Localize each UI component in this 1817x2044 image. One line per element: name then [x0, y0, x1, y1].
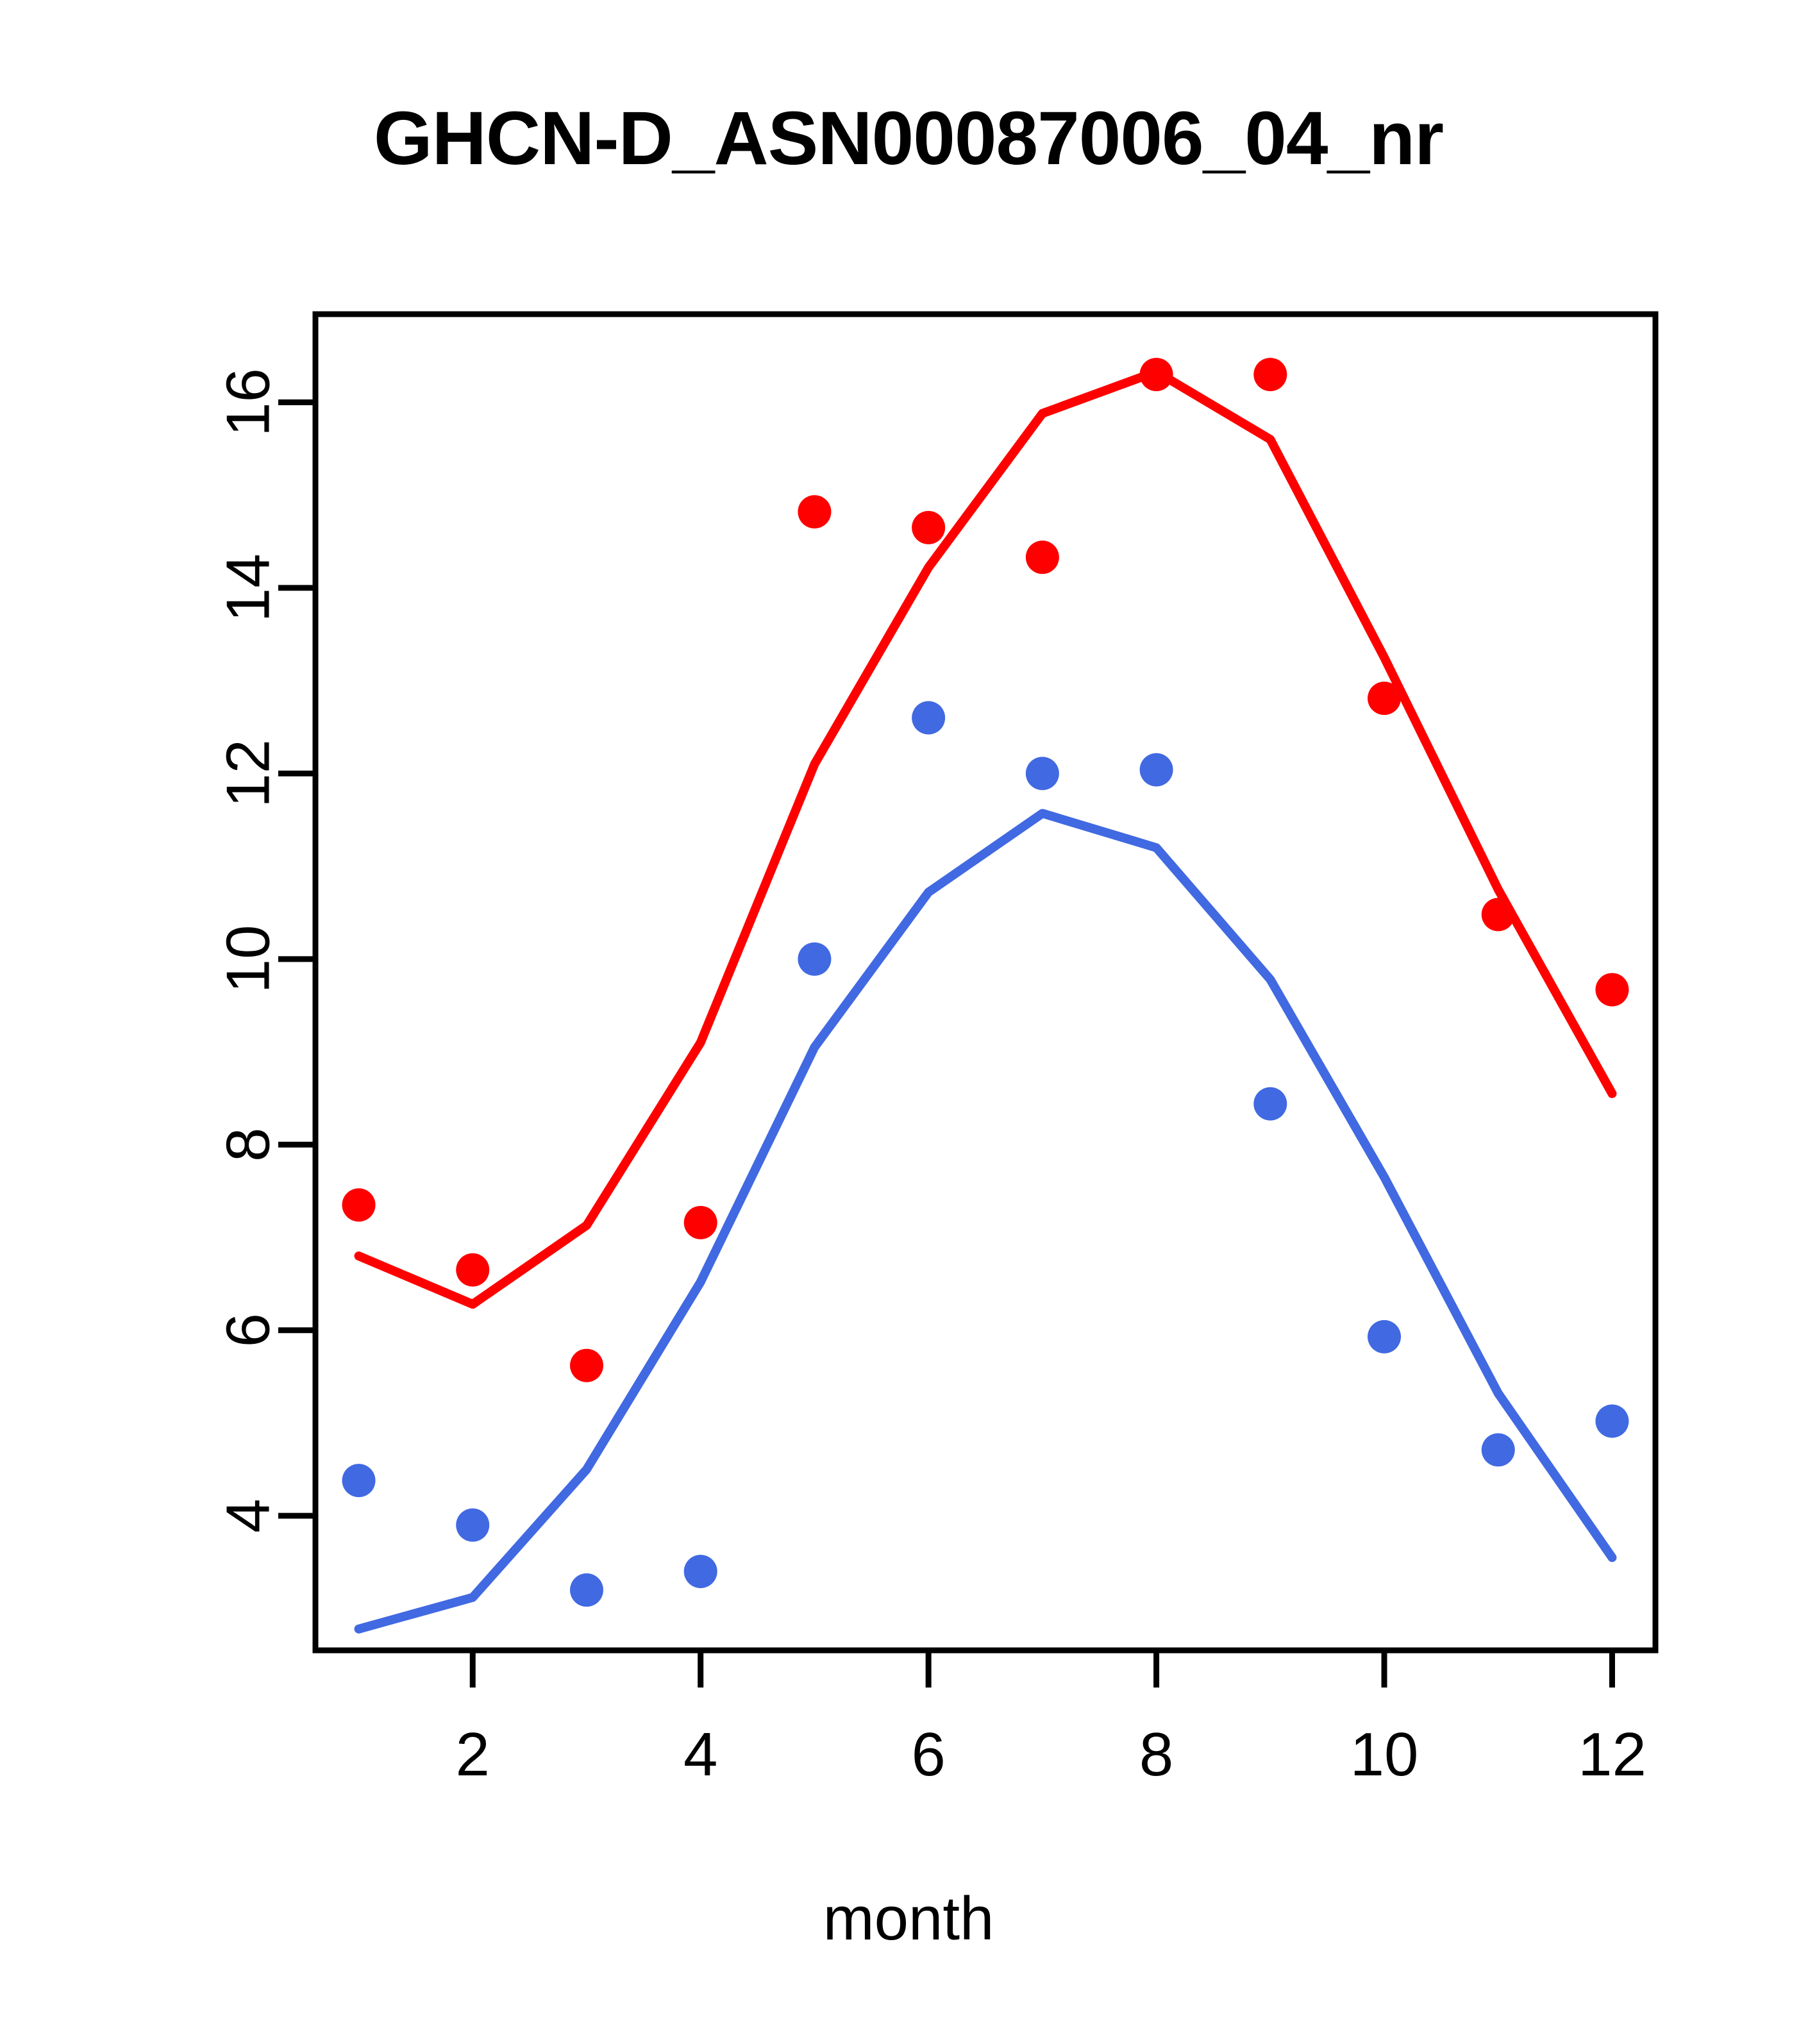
y-tick-label: 4 — [214, 1498, 283, 1532]
data-point — [569, 1348, 603, 1382]
x-tick-group: 2 4 6 8 10 12 — [456, 1650, 1646, 1789]
data-point — [342, 1464, 376, 1498]
data-point — [456, 1508, 490, 1542]
data-point — [1481, 1433, 1515, 1467]
y-tick-label: 12 — [214, 739, 283, 808]
data-point — [798, 495, 832, 529]
plot-frame — [312, 311, 1659, 1654]
data-point — [1025, 757, 1059, 791]
x-tick-label: 8 — [1139, 1720, 1173, 1789]
x-axis-title: month — [823, 1884, 994, 1953]
data-point — [683, 1205, 717, 1239]
data-point — [1595, 973, 1629, 1007]
data-point — [798, 942, 832, 976]
series-points-red-points — [342, 358, 1629, 1382]
x-tick-label: 6 — [911, 1720, 945, 1789]
y-tick-label: 16 — [214, 368, 283, 437]
data-point — [1025, 540, 1059, 574]
data-point — [1139, 753, 1173, 787]
data-point — [569, 1573, 603, 1607]
x-tick-label: 4 — [683, 1720, 717, 1789]
data-point — [1139, 358, 1173, 392]
y-tick-label: 10 — [214, 925, 283, 993]
data-point — [683, 1554, 717, 1588]
data-point — [912, 701, 946, 735]
data-point — [1253, 1087, 1287, 1121]
data-point — [912, 510, 946, 544]
data-point — [1368, 682, 1402, 716]
series-line-blue-line — [354, 808, 1617, 1634]
data-point — [456, 1253, 490, 1287]
data-point — [342, 1188, 376, 1222]
axis-box-group — [312, 311, 1659, 1654]
x-tick-label: 2 — [456, 1720, 490, 1789]
y-tick-label: 8 — [214, 1128, 283, 1162]
y-tick-group: 4 6 8 10 12 14 16 — [214, 368, 315, 1533]
data-point — [1481, 898, 1515, 932]
series-points-blue-points — [342, 701, 1629, 1607]
series-group — [342, 358, 1629, 1634]
data-point — [1595, 1404, 1629, 1438]
y-tick-label: 6 — [214, 1313, 283, 1347]
x-tick-label: 10 — [1350, 1720, 1419, 1789]
x-tick-label: 12 — [1578, 1720, 1646, 1789]
data-point — [1253, 358, 1287, 392]
series-line-red-line — [354, 367, 1617, 1309]
page-title: GHCN-D_ASN00087006_04_nr — [373, 96, 1444, 181]
y-tick-label: 14 — [214, 554, 283, 623]
data-point — [1368, 1319, 1402, 1353]
